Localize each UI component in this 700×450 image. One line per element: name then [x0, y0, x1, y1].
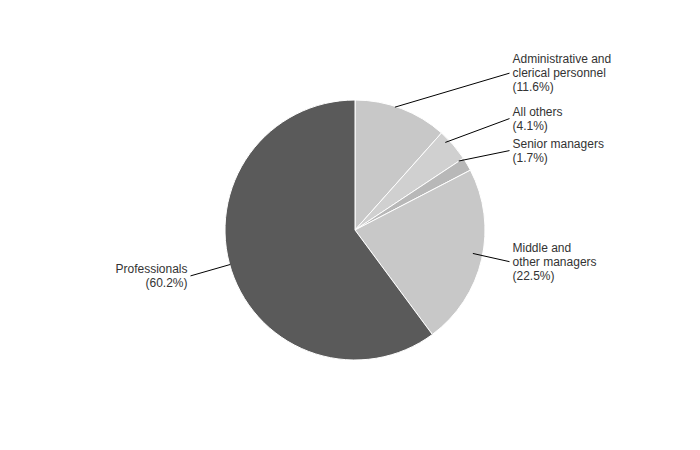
svg-text:Professionals(60.2%): Professionals(60.2%)	[115, 262, 187, 290]
svg-text:All others(4.1%): All others(4.1%)	[513, 105, 563, 133]
svg-text:Senior managers(1.7%): Senior managers(1.7%)	[513, 137, 604, 165]
svg-text:Middle andother managers(22.5%: Middle andother managers(22.5%)	[513, 241, 597, 283]
svg-text:Administrative andclerical per: Administrative andclerical personnel(11.…	[513, 52, 612, 94]
